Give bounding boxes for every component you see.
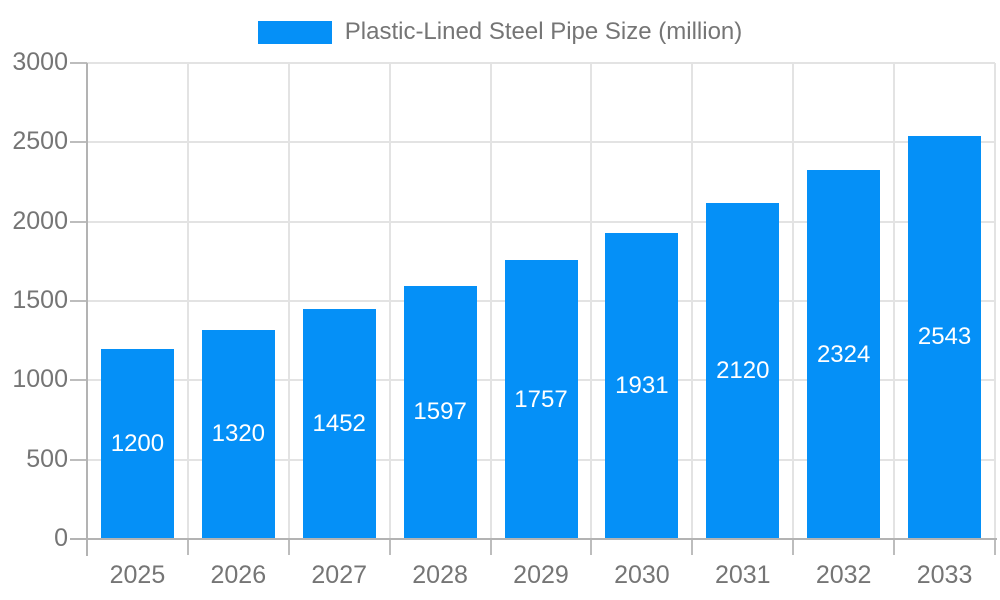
x-axis-tick bbox=[186, 539, 189, 555]
y-axis-tick-label: 0 bbox=[54, 524, 68, 552]
bar-value-label: 2324 bbox=[816, 340, 871, 368]
bar bbox=[706, 202, 780, 538]
gridline-vertical bbox=[287, 63, 290, 539]
bar bbox=[100, 348, 174, 538]
bar-value-label: 2120 bbox=[716, 356, 770, 384]
x-axis-tick bbox=[691, 539, 694, 555]
gridline-horizontal bbox=[87, 62, 995, 64]
y-axis-tick bbox=[70, 379, 87, 382]
legend-swatch bbox=[257, 20, 332, 44]
legend-label: Plastic-Lined Steel Pipe Size (million) bbox=[344, 18, 743, 45]
y-axis-tick-label: 500 bbox=[26, 444, 68, 473]
gridline-vertical bbox=[388, 63, 391, 539]
y-axis-line bbox=[86, 63, 88, 556]
x-axis-tick bbox=[287, 539, 290, 555]
x-axis-tick bbox=[489, 539, 492, 555]
gridline-vertical bbox=[893, 63, 896, 539]
x-axis-tick-label: 2033 bbox=[916, 561, 973, 589]
gridline-vertical bbox=[489, 63, 492, 539]
x-axis-tick-label: 2030 bbox=[614, 561, 670, 589]
x-axis-tick-label: 2032 bbox=[815, 561, 872, 589]
x-axis-tick-label: 2027 bbox=[311, 561, 368, 589]
bar bbox=[504, 260, 578, 538]
y-axis-tick bbox=[70, 300, 87, 302]
x-axis-tick bbox=[893, 539, 896, 555]
bar-value-label: 1320 bbox=[211, 420, 266, 448]
x-axis-tick-label: 2025 bbox=[109, 561, 166, 589]
bar bbox=[908, 135, 982, 538]
x-axis-tick bbox=[792, 539, 795, 555]
bar bbox=[403, 285, 477, 538]
x-axis-tick-label: 2031 bbox=[714, 561, 771, 589]
x-axis-tick bbox=[388, 539, 391, 555]
bar-value-label: 1931 bbox=[615, 371, 669, 399]
x-axis-tick bbox=[994, 539, 996, 555]
y-axis-tick-label: 2000 bbox=[12, 206, 68, 235]
y-axis-tick bbox=[70, 141, 87, 144]
y-axis-tick-label: 1500 bbox=[12, 286, 68, 314]
bar bbox=[201, 329, 275, 538]
gridline-vertical bbox=[186, 63, 189, 539]
bar-value-label: 2543 bbox=[917, 323, 972, 351]
y-axis-tick bbox=[70, 62, 87, 64]
x-axis-tick-label: 2029 bbox=[513, 561, 569, 589]
gridline-vertical bbox=[994, 63, 996, 539]
bar bbox=[605, 232, 679, 538]
y-axis-tick-label: 1000 bbox=[12, 365, 68, 394]
gridline-horizontal bbox=[87, 141, 995, 144]
y-axis-tick bbox=[70, 458, 87, 461]
x-axis-line bbox=[70, 538, 997, 540]
bar-value-label: 1597 bbox=[413, 398, 467, 426]
y-axis-tick-label: 3000 bbox=[12, 48, 68, 76]
gridline-vertical bbox=[691, 63, 694, 539]
x-axis-tick bbox=[590, 539, 593, 555]
bar-value-label: 1200 bbox=[110, 429, 165, 457]
bar-value-label: 1452 bbox=[312, 409, 366, 437]
y-axis-tick-label: 2500 bbox=[12, 127, 68, 156]
y-axis-tick bbox=[70, 220, 87, 223]
x-axis-tick-label: 2028 bbox=[412, 561, 468, 589]
bar bbox=[807, 170, 881, 538]
bar-value-label: 1757 bbox=[514, 385, 568, 413]
gridline-vertical bbox=[792, 63, 795, 539]
gridline-vertical bbox=[590, 63, 593, 539]
bar bbox=[302, 308, 376, 538]
gridline-horizontal bbox=[87, 220, 995, 223]
chart-legend: Plastic-Lined Steel Pipe Size (million) bbox=[0, 16, 1000, 48]
x-axis-tick-label: 2026 bbox=[210, 561, 267, 589]
